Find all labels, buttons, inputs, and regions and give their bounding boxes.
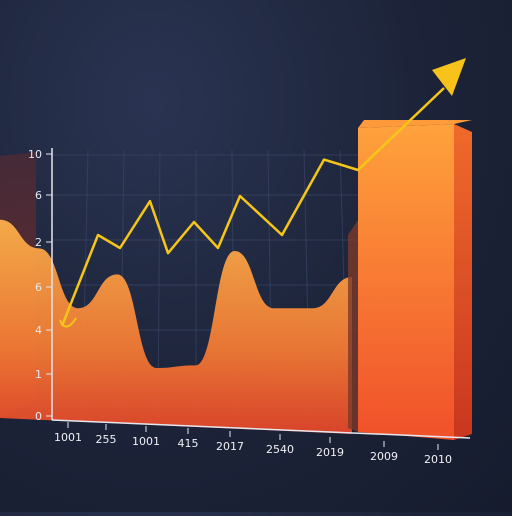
x-tick-label: 2017 <box>216 440 244 453</box>
x-tick-label: 2010 <box>424 453 452 466</box>
area-edge-highlight <box>59 317 77 328</box>
area-fill <box>0 219 352 434</box>
y-tick-label: 2 <box>35 236 42 249</box>
x-tick-label: 2540 <box>266 443 294 456</box>
bar-front <box>358 124 454 440</box>
x-tick-label: 255 <box>96 433 117 446</box>
trend-line <box>60 87 445 327</box>
y-tick-label: 10 <box>28 148 42 161</box>
bar-side <box>454 124 472 440</box>
y-tick-label: 1 <box>35 368 42 381</box>
bar-series <box>348 120 472 440</box>
x-tick-label: 2009 <box>370 450 398 463</box>
x-axis-ticks: 1001 255 1001 415 2017 2540 2019 2009 2010 <box>54 422 452 466</box>
x-tick-label: 1001 <box>132 435 160 448</box>
y-tick-label: 6 <box>35 189 42 202</box>
x-tick-label: 415 <box>178 437 199 450</box>
axes <box>51 148 471 439</box>
trend-arrow-head <box>432 58 466 96</box>
bar-shadow <box>348 220 358 432</box>
area-series <box>0 219 352 434</box>
y-tick-label: 0 <box>35 410 42 423</box>
x-tick-label: 2019 <box>316 446 344 459</box>
y-tick-label: 4 <box>35 324 42 337</box>
x-axis-line <box>51 419 471 439</box>
x-tick-label: 1001 <box>54 431 82 444</box>
line-series <box>60 58 466 327</box>
bar-top <box>358 120 472 128</box>
y-tick-label: 6 <box>35 281 42 294</box>
